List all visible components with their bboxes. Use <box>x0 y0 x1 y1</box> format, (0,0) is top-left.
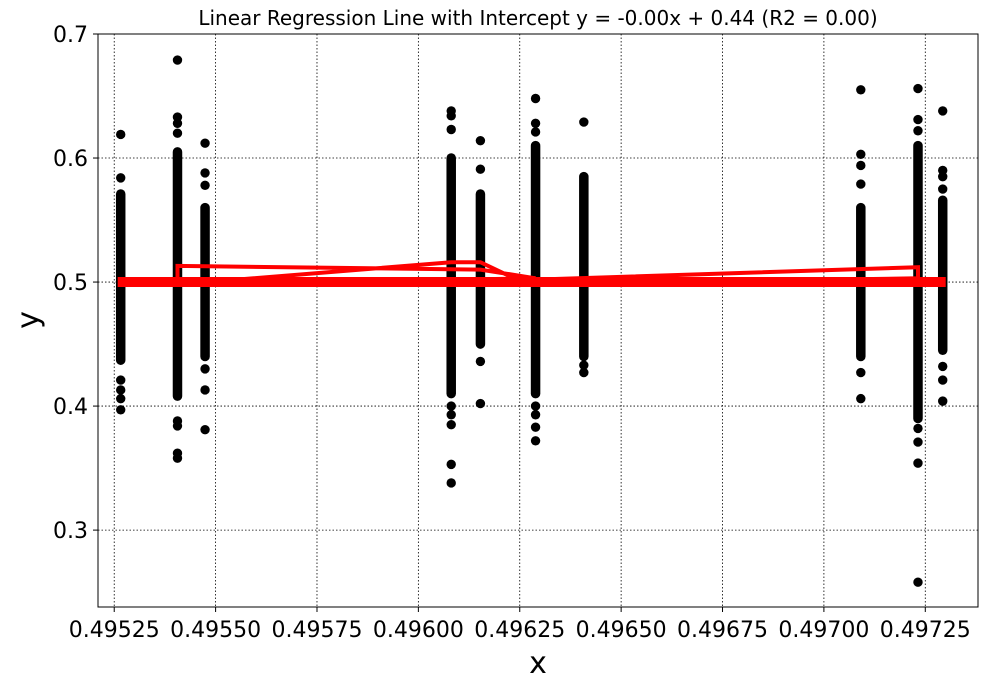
axis-ticks: 0.49525 0.49550 0.49575 0.49600 0.49625 0.496… <box>53 23 971 643</box>
x-tick-label: 0.49650 <box>576 618 667 643</box>
y-tick-label: 0.4 <box>53 395 88 420</box>
scatter-point <box>913 126 923 136</box>
scatter-point <box>579 117 589 127</box>
scatter-point <box>172 128 183 138</box>
x-tick-label: 0.49675 <box>677 618 768 643</box>
scatter-point <box>938 106 948 116</box>
regression-line <box>117 260 946 288</box>
scatter-point <box>913 114 923 125</box>
scatter-point <box>172 118 183 128</box>
scatter-point <box>913 83 923 94</box>
scatter-point <box>200 385 210 395</box>
scatter-point <box>172 55 183 65</box>
scatter-point <box>856 160 866 171</box>
scatter-point <box>530 401 541 411</box>
scatter-point <box>530 422 541 432</box>
x-tick-label: 0.49525 <box>69 618 160 643</box>
scatter-point <box>172 453 183 463</box>
scatter-point <box>116 385 126 395</box>
scatter-point <box>446 410 456 420</box>
grid-lines <box>98 33 978 607</box>
x-tick-label: 0.49550 <box>170 618 261 643</box>
scatter-point <box>116 173 126 183</box>
scatter-point <box>579 367 589 378</box>
scatter-point <box>475 164 486 174</box>
y-axis-label: y <box>11 311 46 329</box>
x-tick-label: 0.49575 <box>271 618 362 643</box>
scatter-point <box>446 401 456 411</box>
scatter-point <box>856 393 866 404</box>
scatter-point <box>913 458 923 468</box>
x-tick-label: 0.49725 <box>880 618 971 643</box>
scatter-point <box>856 85 866 95</box>
scatter-point <box>200 138 210 148</box>
y-tick-label: 0.7 <box>53 23 88 48</box>
scatter-point <box>475 356 486 367</box>
scatter-point <box>446 111 456 121</box>
scatter-point <box>530 93 541 104</box>
x-axis-label: x <box>529 646 547 681</box>
scatter-point <box>530 118 541 128</box>
scatter-point <box>475 135 486 146</box>
scatter-point <box>913 423 923 434</box>
scatter-point <box>856 367 866 378</box>
scatter-point <box>172 421 183 431</box>
scatter-point <box>938 361 948 372</box>
x-tick-label: 0.49700 <box>778 618 869 643</box>
scatter-point <box>856 149 866 160</box>
scatter-point <box>116 129 126 140</box>
scatter-point <box>856 179 866 189</box>
scatter-point <box>446 419 456 430</box>
scatter-point <box>116 393 126 404</box>
scatter-point <box>530 410 541 420</box>
y-tick-label: 0.6 <box>53 147 88 172</box>
scatter-point <box>116 375 126 385</box>
y-tick-label: 0.5 <box>53 271 88 296</box>
scatter-point <box>938 396 948 406</box>
scatter-point <box>913 577 923 587</box>
scatter-point <box>116 405 126 415</box>
plot-frame <box>97 33 979 608</box>
scatter-point <box>475 398 486 409</box>
scatter-point <box>579 360 589 370</box>
chart-title: Linear Regression Line with Intercept y … <box>198 6 877 30</box>
scatter-point <box>446 478 456 488</box>
x-tick-label: 0.49600 <box>373 618 464 643</box>
scatter-point <box>530 436 541 446</box>
scatter-point <box>200 168 210 178</box>
scatter-point <box>913 437 923 447</box>
scatter-point <box>938 375 948 385</box>
scatter-point <box>938 171 948 182</box>
scatter-point <box>530 127 541 137</box>
scatter-point <box>200 424 210 435</box>
scatter-point <box>446 124 456 135</box>
scatter-point <box>200 364 210 374</box>
scatter-point <box>200 180 210 191</box>
x-tick-label: 0.49625 <box>474 618 565 643</box>
scatter-point <box>938 184 948 194</box>
y-tick-label: 0.3 <box>53 519 88 544</box>
scatter-point <box>446 459 456 470</box>
